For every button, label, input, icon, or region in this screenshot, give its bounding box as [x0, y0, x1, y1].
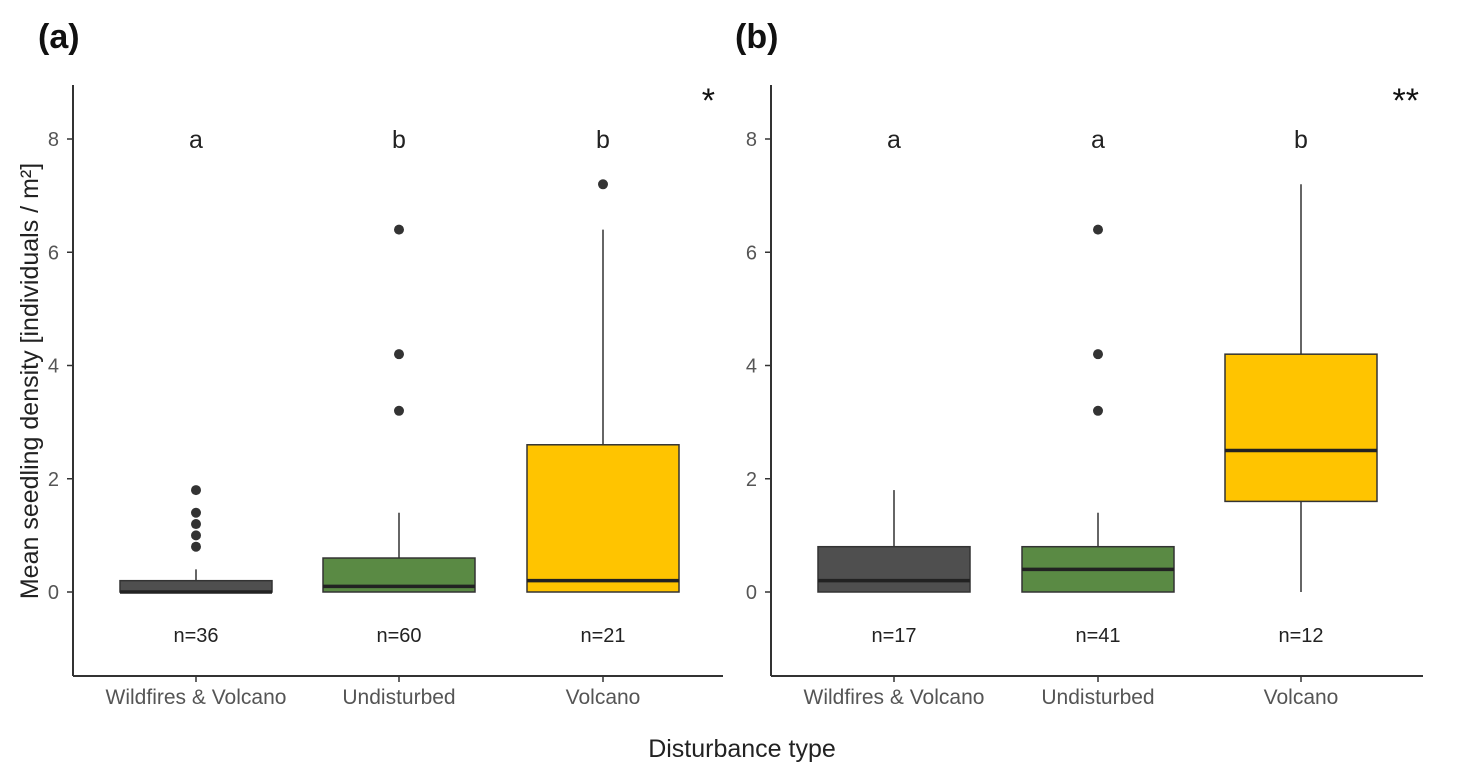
group-letter: b — [1294, 126, 1308, 154]
panel-label: (a) — [38, 18, 80, 56]
box-rect — [1224, 353, 1378, 503]
group-letter: b — [596, 126, 610, 154]
outlier-point — [191, 485, 201, 496]
box-rect — [526, 444, 680, 593]
y-axis-title: Mean seedling density [individuals / m²] — [16, 163, 44, 599]
y-tick-label: 4 — [48, 356, 59, 378]
outlier-point — [191, 507, 201, 518]
panel-a: (a) * 0 2 4 6 8 a n=36 Wildfires & Volcano b n=60 Un… — [38, 18, 723, 709]
n-label: n=17 — [871, 625, 916, 647]
outlier-point — [598, 179, 608, 190]
box-2: a n=41 Undisturbed — [1021, 126, 1175, 709]
x-tick-label: Undisturbed — [1041, 686, 1154, 709]
box-3: b n=21 Volcano — [526, 126, 680, 709]
significance-marker: ** — [1393, 82, 1419, 120]
significance-marker: * — [702, 82, 715, 120]
outlier-point — [1093, 224, 1103, 235]
y-tick-label: 8 — [48, 129, 59, 151]
n-label: n=60 — [376, 625, 421, 647]
outlier-point — [394, 405, 404, 416]
group-letter: b — [392, 126, 406, 154]
group-letter: a — [189, 126, 203, 154]
outlier-point — [191, 530, 201, 541]
n-label: n=12 — [1278, 625, 1323, 647]
n-label: n=21 — [580, 625, 625, 647]
outlier-point — [191, 541, 201, 552]
x-tick-label: Wildfires & Volcano — [106, 686, 287, 709]
x-tick-label: Undisturbed — [342, 686, 455, 709]
y-tick-label: 6 — [746, 242, 757, 264]
n-label: n=36 — [173, 625, 218, 647]
panel-label: (b) — [735, 18, 778, 56]
n-label: n=41 — [1075, 625, 1120, 647]
outlier-point — [1093, 349, 1103, 360]
y-tick-label: 4 — [746, 356, 757, 378]
x-tick-label: Volcano — [1264, 686, 1339, 709]
x-tick-label: Wildfires & Volcano — [804, 686, 985, 709]
outlier-point — [1093, 405, 1103, 416]
group-letter: a — [887, 126, 901, 154]
y-tick-label: 8 — [746, 129, 757, 151]
panel-b: (b) ** 0 2 4 6 8 a n=17 Wildfires & Volcano a n=41 U… — [735, 18, 1423, 709]
box-3: b n=12 Volcano — [1224, 126, 1378, 709]
y-tick-label: 0 — [48, 582, 59, 604]
group-letter: a — [1091, 126, 1105, 154]
box-2: b n=60 Undisturbed — [322, 126, 476, 709]
x-axis-title: Disturbance type — [648, 735, 836, 763]
box-1: a n=36 Wildfires & Volcano — [106, 126, 287, 709]
y-tick-label: 6 — [48, 242, 59, 264]
y-tick-label: 2 — [48, 469, 59, 491]
y-tick-label: 2 — [746, 469, 757, 491]
outlier-point — [191, 519, 201, 530]
outlier-point — [394, 224, 404, 235]
box-1: a n=17 Wildfires & Volcano — [804, 126, 985, 709]
outlier-point — [394, 349, 404, 360]
y-tick-label: 0 — [746, 582, 757, 604]
x-tick-label: Volcano — [566, 686, 641, 709]
box-rect — [817, 545, 971, 593]
